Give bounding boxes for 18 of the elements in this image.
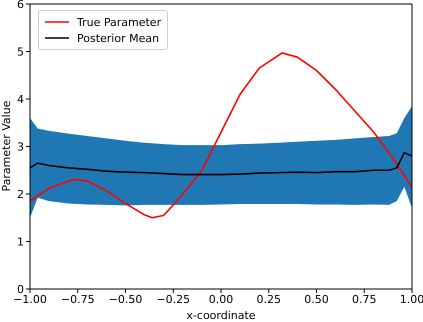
y-tick-label: 3	[17, 140, 24, 154]
y-tick-label: 6	[17, 0, 24, 11]
line-series	[30, 52, 412, 219]
y-tick-label: 4	[17, 92, 24, 106]
x-axis-title: x-coordinate	[186, 309, 256, 322]
x-tick-label: −0.25	[156, 292, 190, 306]
x-tick-label: 0.75	[352, 292, 376, 306]
legend-label: Posterior Mean	[77, 32, 160, 44]
x-tick-label: −0.75	[60, 292, 95, 306]
y-tick-label: 5	[17, 45, 24, 58]
y-tick-label: 2	[17, 188, 24, 201]
x-tick-label: 0.00	[208, 292, 234, 306]
legend-label: True Parameter	[77, 16, 162, 28]
x-tick-label: 0.50	[304, 292, 329, 306]
y-axis-title: Parameter Value	[0, 100, 13, 192]
y-tick-label: 1	[17, 235, 24, 248]
x-tick-label: 0.25	[256, 292, 281, 306]
x-tick-label: −0.50	[108, 292, 142, 306]
